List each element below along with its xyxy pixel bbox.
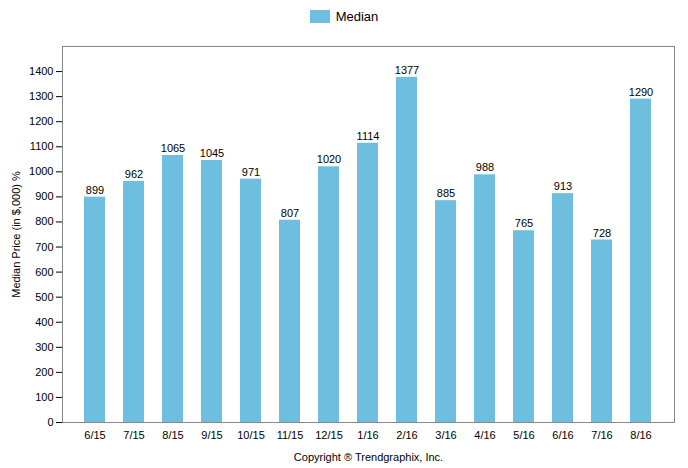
svg-text:728: 728 [593, 227, 611, 239]
svg-text:400: 400 [35, 316, 53, 328]
svg-text:1377: 1377 [395, 64, 419, 76]
svg-text:807: 807 [281, 207, 299, 219]
svg-text:1300: 1300 [29, 90, 53, 102]
svg-text:3/16: 3/16 [435, 429, 456, 441]
svg-text:Median Price (in $,000) %: Median Price (in $,000) % [10, 171, 22, 298]
svg-text:12/15: 12/15 [315, 429, 343, 441]
svg-text:7/15: 7/15 [123, 429, 144, 441]
svg-text:962: 962 [125, 168, 143, 180]
svg-text:988: 988 [476, 161, 494, 173]
svg-text:700: 700 [35, 241, 53, 253]
svg-text:1114: 1114 [357, 130, 380, 142]
svg-text:1020: 1020 [317, 153, 341, 165]
svg-text:9/15: 9/15 [201, 429, 222, 441]
svg-text:200: 200 [35, 366, 53, 378]
svg-text:1065: 1065 [161, 142, 185, 154]
svg-text:0: 0 [47, 416, 53, 428]
svg-text:8/15: 8/15 [162, 429, 183, 441]
svg-text:5/16: 5/16 [513, 429, 534, 441]
svg-text:971: 971 [242, 166, 260, 178]
svg-text:765: 765 [515, 217, 533, 229]
svg-text:4/16: 4/16 [474, 429, 495, 441]
svg-text:8/16: 8/16 [630, 429, 651, 441]
svg-text:500: 500 [35, 291, 53, 303]
svg-text:600: 600 [35, 266, 53, 278]
svg-text:300: 300 [35, 341, 53, 353]
svg-text:1/16: 1/16 [357, 429, 378, 441]
svg-text:100: 100 [35, 391, 53, 403]
svg-text:1400: 1400 [29, 65, 53, 77]
svg-text:6/15: 6/15 [84, 429, 105, 441]
svg-text:885: 885 [437, 187, 455, 199]
svg-text:11/15: 11/15 [277, 429, 304, 441]
svg-text:800: 800 [35, 215, 53, 227]
svg-text:1200: 1200 [29, 115, 53, 127]
svg-text:Copyright ® Trendgraphix, Inc.: Copyright ® Trendgraphix, Inc. [294, 451, 443, 463]
svg-text:1045: 1045 [200, 147, 224, 159]
svg-text:900: 900 [35, 190, 53, 202]
svg-text:1290: 1290 [629, 86, 653, 98]
svg-text:899: 899 [86, 184, 104, 196]
svg-text:7/16: 7/16 [591, 429, 612, 441]
svg-text:913: 913 [554, 180, 572, 192]
html-text:Median: Median [335, 8, 379, 24]
svg-text:10/15: 10/15 [237, 429, 265, 441]
svg-text:6/16: 6/16 [552, 429, 573, 441]
svg-text:1000: 1000 [29, 165, 53, 177]
svg-text:2/16: 2/16 [396, 429, 417, 441]
svg-text:1100: 1100 [30, 140, 54, 152]
